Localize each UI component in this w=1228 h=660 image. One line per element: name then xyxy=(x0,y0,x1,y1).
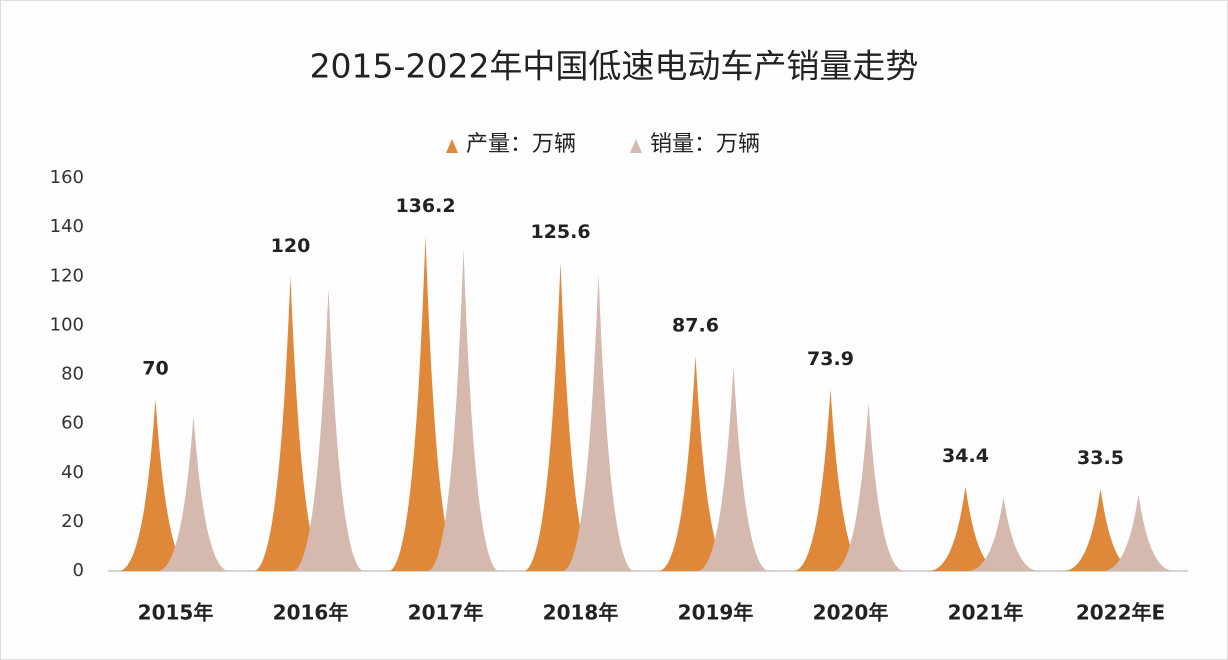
bar xyxy=(1063,488,1138,571)
y-tick-label: 120 xyxy=(50,265,84,286)
x-tick-label: 2021年 xyxy=(948,601,1024,625)
y-tick-label: 20 xyxy=(61,511,84,532)
y-tick-label: 140 xyxy=(50,216,84,237)
bar xyxy=(253,276,328,571)
y-tick-label: 100 xyxy=(50,314,84,335)
bar xyxy=(388,236,463,572)
x-tick-label: 2015年 xyxy=(138,601,214,625)
bar xyxy=(292,288,365,571)
data-label: 120 xyxy=(271,235,311,257)
bar xyxy=(1102,494,1175,571)
bar xyxy=(427,249,500,571)
bar xyxy=(793,389,868,571)
bar xyxy=(832,402,905,571)
data-label: 33.5 xyxy=(1077,447,1124,469)
x-tick-label: 2017年 xyxy=(408,601,484,625)
bar xyxy=(658,355,733,571)
data-label: 70 xyxy=(142,358,168,380)
x-tick-label: 2022年E xyxy=(1076,601,1165,625)
x-tick-label: 2020年 xyxy=(813,601,889,625)
data-label: 73.9 xyxy=(807,348,854,370)
data-label: 34.4 xyxy=(942,445,989,467)
x-tick-label: 2019年 xyxy=(678,601,754,625)
bar xyxy=(928,486,1003,571)
y-tick-label: 0 xyxy=(73,560,84,581)
y-tick-label: 60 xyxy=(61,413,84,434)
legend-marker xyxy=(446,139,458,153)
bar xyxy=(523,262,598,571)
legend-label: 产量：万辆 xyxy=(466,132,576,157)
bar xyxy=(697,365,770,571)
legend-marker xyxy=(630,139,642,153)
bar xyxy=(967,497,1040,571)
bar xyxy=(562,273,635,571)
data-label: 125.6 xyxy=(530,221,590,243)
chart-title: 2015-2022年中国低速电动车产销量走势 xyxy=(310,47,919,86)
x-tick-label: 2018年 xyxy=(543,601,619,625)
y-tick-label: 40 xyxy=(61,462,84,483)
legend-label: 销量：万辆 xyxy=(650,132,760,157)
bar xyxy=(157,416,230,571)
y-tick-label: 80 xyxy=(61,364,84,385)
data-label: 136.2 xyxy=(395,195,455,217)
x-tick-label: 2016年 xyxy=(273,601,349,625)
y-tick-label: 160 xyxy=(50,167,84,188)
data-label: 87.6 xyxy=(672,314,719,336)
bar xyxy=(118,399,193,571)
